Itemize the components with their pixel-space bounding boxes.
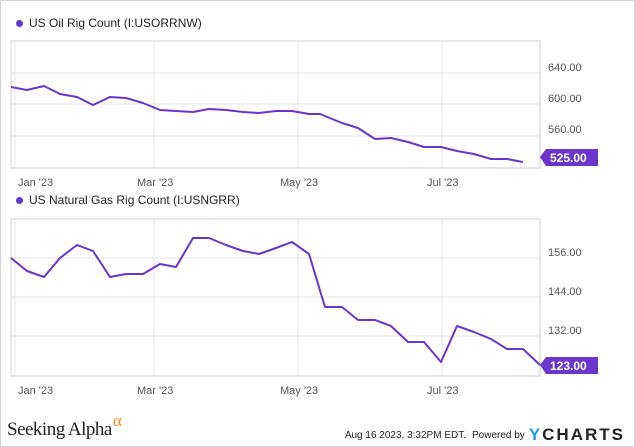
oil-legend: US Oil Rig Count (I:USORRNW) — [16, 16, 202, 30]
gas-legend-label: US Natural Gas Rig Count (I:USNGRR) — [29, 193, 240, 207]
gas-y-tick: 144.00 — [548, 286, 582, 298]
oil-x-tick: Mar '23 — [137, 177, 173, 189]
oil-last-value-badge — [540, 149, 598, 166]
seeking-alpha-logo: Seeking Alphaα — [7, 411, 122, 441]
oil-x-tick: Jul '23 — [427, 177, 458, 189]
oil-legend-label: US Oil Rig Count (I:USORRNW) — [29, 16, 202, 30]
oil-last-value: 525.00 — [550, 151, 587, 165]
ycharts-text: CHARTS — [542, 425, 625, 444]
gas-last-value-badge — [540, 357, 598, 374]
oil-y-tick: 640.00 — [548, 62, 582, 74]
gas-legend: US Natural Gas Rig Count (I:USNGRR) — [16, 193, 240, 207]
footer-credit: Aug 16 2023, 3:32PM EDT. Powered by YCHA… — [345, 425, 625, 445]
timestamp: Aug 16 2023, 3:32PM EDT. — [344, 429, 466, 441]
gas-chart: 156.00 144.00 132.00 123.00 Jan '23 Mar … — [10, 218, 598, 397]
oil-chart: 640.00 600.00 560.00 525.00 Jan '23 Mar … — [10, 40, 598, 189]
gas-y-tick: 132.00 — [548, 325, 582, 337]
gas-x-tick: Jan '23 — [18, 385, 53, 397]
gas-last-value: 123.00 — [550, 359, 587, 373]
ycharts-y-icon: Y — [528, 425, 543, 444]
gas-x-tick: Mar '23 — [137, 385, 173, 397]
gas-y-tick: 156.00 — [548, 247, 582, 259]
alpha-icon: α — [112, 411, 122, 430]
oil-x-tick: May '23 — [280, 177, 318, 189]
brand-name: Seeking Alpha — [7, 419, 112, 440]
oil-y-tick: 600.00 — [548, 93, 582, 105]
powered-by-label: Powered by — [472, 429, 525, 441]
gas-x-tick: Jul '23 — [427, 385, 458, 397]
oil-y-tick: 560.00 — [548, 124, 582, 136]
oil-x-tick: Jan '23 — [18, 177, 53, 189]
ycharts-logo: YCHARTS — [529, 425, 625, 445]
series-dot-icon — [16, 196, 23, 204]
gas-x-tick: May '23 — [280, 385, 318, 397]
series-dot-icon — [16, 19, 23, 27]
